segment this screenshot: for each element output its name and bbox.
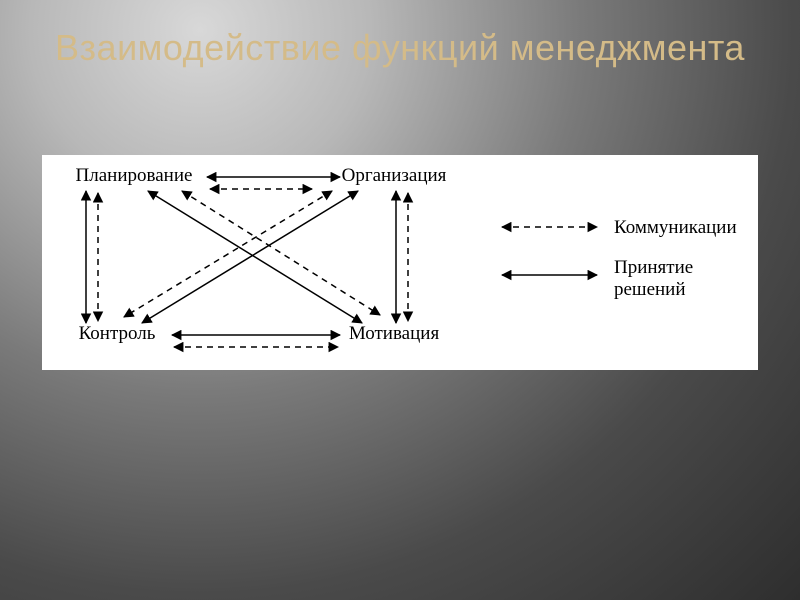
legend-label-communications: Коммуникации: [614, 217, 737, 238]
legend-label-decisions-2: решений: [614, 279, 686, 300]
legend-label-decisions-1: Принятие: [614, 257, 693, 278]
edge-organization-control-dashed: [124, 191, 332, 317]
node-planning: Планирование: [76, 165, 193, 186]
diagram: Планирование Организация Контроль Мотива…: [42, 155, 758, 370]
node-motivation: Мотивация: [349, 323, 440, 344]
node-control: Контроль: [79, 323, 156, 344]
diagram-svg: Планирование Организация Контроль Мотива…: [42, 155, 758, 370]
edge-organization-control-solid: [142, 191, 358, 323]
edge-planning-motivation-dashed: [182, 191, 380, 315]
slide-title: Взаимодействие функций менеджмента: [0, 25, 800, 70]
edge-planning-motivation-solid: [148, 191, 362, 323]
node-organization: Организация: [342, 165, 447, 186]
slide: Взаимодействие функций менеджмента Плани…: [0, 0, 800, 600]
